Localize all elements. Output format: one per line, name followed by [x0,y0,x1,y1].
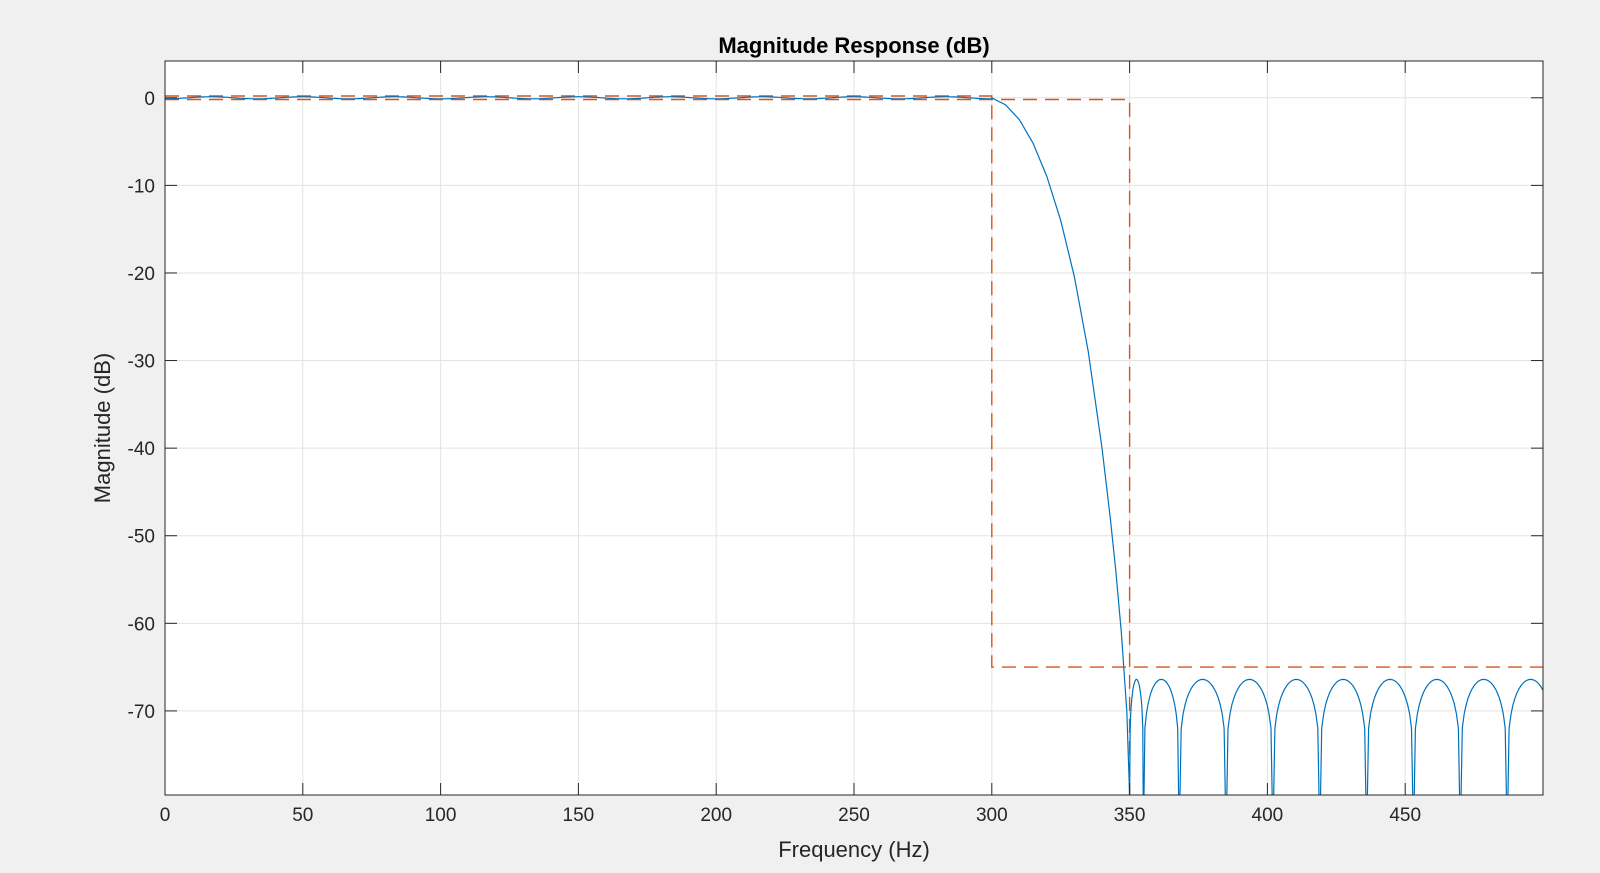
spec-mask-line-1 [165,95,1543,668]
x-tick-label: 50 [292,805,313,826]
series-layer [165,95,1543,795]
y-tick-labels: 0 -10 -20 -30 -40 -50 -60 -70 [128,89,155,723]
x-tick-label: 250 [838,805,870,826]
y-tick-label: -40 [128,439,155,460]
y-axis-label: Magnitude (dB) [90,353,115,503]
x-tick-label: 100 [425,805,457,826]
y-tick-label: -60 [128,614,155,635]
x-tick-label: 450 [1389,805,1421,826]
y-tick-label: -20 [128,264,155,285]
x-tick-label: 400 [1252,805,1284,826]
chart-title: Magnitude Response (dB) [718,33,989,58]
ticks [164,61,1543,795]
x-axis-label: Frequency (Hz) [778,837,930,862]
y-tick-label: -30 [128,352,155,373]
y-tick-label: 0 [144,89,155,110]
x-tick-label: 150 [563,805,595,826]
x-tick-label: 200 [700,805,732,826]
x-tick-label: 0 [160,805,171,826]
magnitude-response-line [165,96,1543,795]
y-tick-label: -50 [128,527,155,548]
x-tick-label: 350 [1114,805,1146,826]
x-tick-label: 300 [976,805,1008,826]
grid [164,61,1543,795]
spec-mask-line-2 [165,98,1131,795]
y-tick-label: -70 [128,702,155,723]
y-tick-label: -10 [128,176,155,197]
x-tick-labels: 0 50 100 150 200 250 300 350 400 450 [160,805,1421,826]
